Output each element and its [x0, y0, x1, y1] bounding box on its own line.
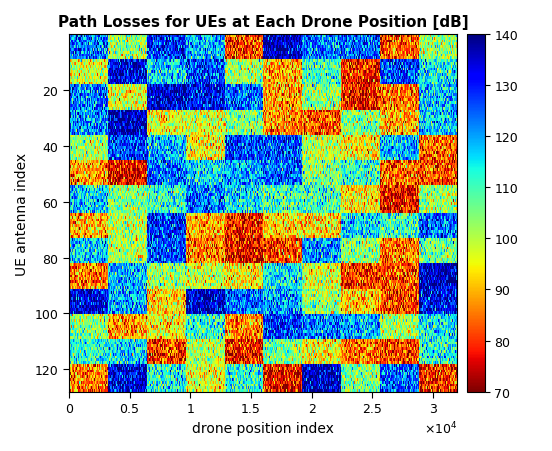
Text: $\times10^{4}$: $\times10^{4}$ [424, 420, 458, 437]
Title: Path Losses for UEs at Each Drone Position [dB]: Path Losses for UEs at Each Drone Positi… [58, 15, 469, 30]
Y-axis label: UE antenna index: UE antenna index [15, 152, 29, 275]
X-axis label: drone position index: drone position index [192, 421, 334, 435]
